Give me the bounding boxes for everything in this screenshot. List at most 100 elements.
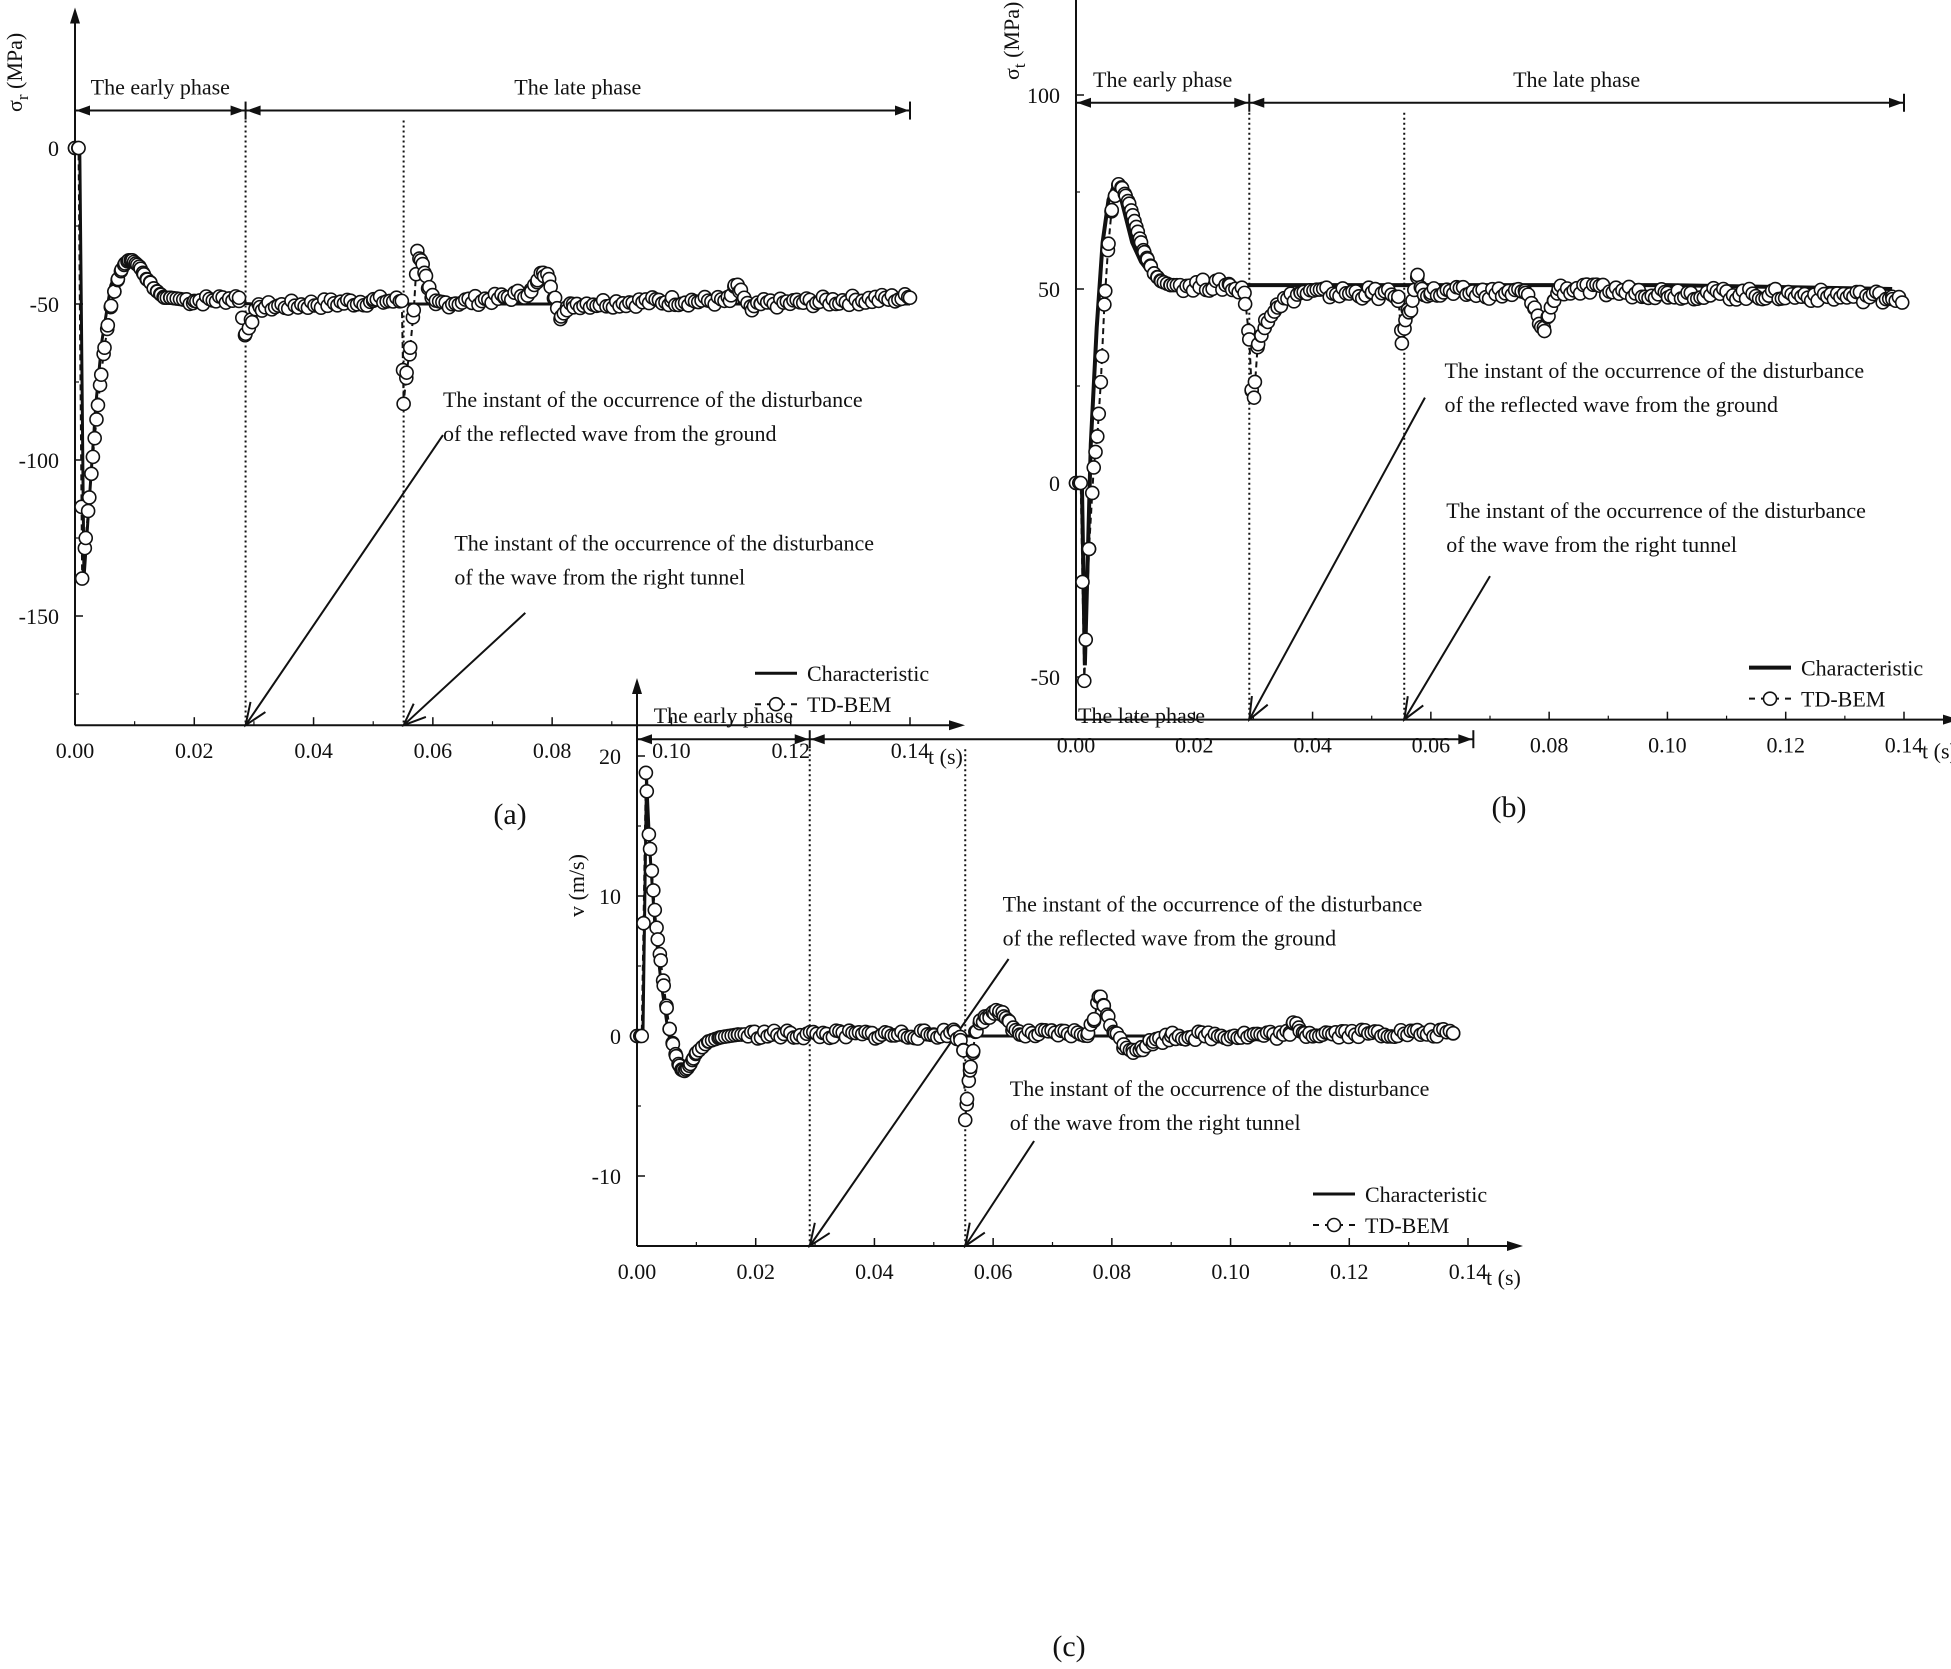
- annotation-arrow-line: [808, 958, 1010, 1247]
- tdbem-point: [74, 571, 90, 586]
- x-tick-label: 0.14: [1449, 1259, 1488, 1284]
- early-phase-right-arrowhead: [1234, 97, 1249, 108]
- y-tick-label: -50: [1031, 665, 1060, 690]
- y-tick-label: 50: [1038, 277, 1060, 302]
- panel-a-marks: 0.00 0.02 0.04 0.06 0.08 0.10 0.12 0.14 0 -50 -100…: [2, 7, 965, 769]
- tdbem-point: [902, 290, 918, 306]
- y-axis-label: σt (MPa): [999, 2, 1029, 80]
- legend-tdbem-marker: [1326, 1217, 1342, 1233]
- tdbem-point: [642, 841, 658, 857]
- panel-b-marks: 0.00 0.02 0.04 0.06 0.08 0.10 0.12 0.14 100 50 0 -5…: [999, 0, 1951, 764]
- tdbem-point: [93, 367, 109, 383]
- tdbem-point: [78, 530, 94, 546]
- tdbem-point: [656, 978, 672, 993]
- panel-c: 0.00 0.02 0.04 0.06 0.08 0.10 0.12 0.14 20 10 0 -10…: [564, 678, 1523, 1663]
- annotation-text: of the wave from the right tunnel: [454, 564, 745, 589]
- early-phase-left-arrowhead: [1077, 97, 1091, 108]
- tdbem-point: [1093, 374, 1109, 390]
- x-tick-label: 0.12: [1766, 733, 1805, 758]
- x-tick-label: 0.12: [771, 738, 810, 763]
- panel-c-marks: 0.00 0.02 0.04 0.06 0.08 0.10 0.12 0.14 20 10 0 -10…: [564, 678, 1523, 1290]
- tdbem-point: [1537, 323, 1552, 339]
- y-axis-label: σr (MPa): [2, 33, 32, 112]
- x-tick-label: 0.12: [1330, 1259, 1369, 1284]
- x-axis-arrowhead: [1507, 1241, 1523, 1251]
- late-phase-right-arrowhead: [895, 105, 909, 116]
- tdbem-point: [396, 396, 411, 412]
- legend-tdbem-label: TD-BEM: [1801, 687, 1885, 712]
- panel-b: 0.00 0.02 0.04 0.06 0.08 0.10 0.12 0.14 100 50 0 -5…: [999, 0, 1951, 824]
- annotation-text: The instant of the occurrence of the dis…: [1444, 358, 1864, 383]
- tdbem-point: [1081, 541, 1097, 557]
- x-tick-label: 0.10: [1211, 1259, 1250, 1284]
- legend-characteristic-label: Characteristic: [1365, 1182, 1487, 1207]
- legend-tdbem-marker: [1762, 691, 1778, 706]
- tdbem-point: [1394, 336, 1410, 351]
- tdbem-point: [89, 412, 104, 427]
- tdbem-point: [100, 318, 116, 333]
- y-tick-label: 0: [1049, 471, 1060, 496]
- tdbem-point: [965, 1043, 981, 1059]
- y-tick-label: 0: [610, 1024, 621, 1049]
- early-phase-label: The early phase: [654, 703, 793, 728]
- x-tick-label: 0.08: [533, 738, 572, 763]
- x-tick-label: 0.00: [56, 738, 95, 763]
- panel-a-label: (a): [493, 798, 526, 831]
- x-axis-label: t (s): [1486, 1265, 1521, 1290]
- tdbem-point: [1101, 236, 1116, 252]
- late-phase-left-arrowhead: [810, 734, 825, 745]
- annotation-arrowhead: [963, 1222, 986, 1249]
- tdbem-point: [1410, 267, 1425, 283]
- tdbem-point: [653, 953, 669, 968]
- tdbem-point: [1075, 574, 1090, 590]
- y-axis-arrowhead: [632, 678, 642, 694]
- tdbem-point: [959, 1091, 975, 1107]
- annotation-arrow-line: [1403, 575, 1491, 721]
- series-tdbem-line: [75, 147, 911, 579]
- late-phase-right-arrowhead: [1458, 734, 1473, 745]
- tdbem-point: [1104, 202, 1120, 218]
- x-tick-label: 0.00: [1057, 733, 1096, 758]
- annotation-arrow-line: [964, 1140, 1035, 1247]
- tdbem-point: [90, 397, 106, 413]
- tdbem-point: [97, 340, 112, 355]
- annotation-arrowhead: [1402, 696, 1424, 722]
- legend-tdbem-label: TD-BEM: [1365, 1213, 1449, 1238]
- x-tick-label: 0.14: [1885, 733, 1924, 758]
- annotation-text: The instant of the occurrence of the dis…: [443, 387, 863, 412]
- annotation-text: of the reflected wave from the ground: [1003, 925, 1337, 950]
- x-tick-label: 0.02: [175, 738, 214, 763]
- tdbem-point: [639, 783, 655, 799]
- tdbem-point: [641, 827, 657, 842]
- tdbem-point: [231, 290, 247, 306]
- annotation-text: The instant of the occurrence of the dis…: [454, 530, 874, 555]
- panel-a: 0.00 0.02 0.04 0.06 0.08 0.10 0.12 0.14 0 -50 -100…: [2, 7, 965, 831]
- x-axis-label: t (s): [928, 744, 963, 769]
- y-axis-subscript: r: [13, 94, 32, 100]
- tdbem-point: [1084, 485, 1100, 501]
- early-phase-left-arrowhead: [638, 734, 652, 745]
- x-tick-label: 0.00: [618, 1259, 657, 1284]
- tdbem-point: [1097, 283, 1113, 299]
- annotation-text: of the wave from the right tunnel: [1446, 532, 1737, 557]
- x-tick-label: 0.06: [414, 738, 453, 763]
- y-tick-label: -50: [30, 292, 59, 317]
- early-phase-label: The early phase: [1093, 67, 1232, 92]
- x-tick-label: 0.06: [974, 1259, 1013, 1284]
- early-phase-left-arrowhead: [76, 105, 90, 116]
- y-axis-label-text: v (m/s): [564, 854, 589, 917]
- tdbem-point: [1073, 475, 1089, 491]
- late-phase-right-arrowhead: [1889, 97, 1903, 108]
- series-characteristic-line: [1076, 179, 1893, 666]
- tdbem-point: [1078, 632, 1094, 647]
- panel-c-label: (c): [1052, 1630, 1085, 1663]
- tdbem-point: [1097, 297, 1112, 312]
- tdbem-point: [244, 314, 260, 330]
- y-axis-symbol: σ: [999, 68, 1024, 80]
- x-tick-label: 0.04: [1293, 733, 1332, 758]
- y-tick-label: 10: [599, 884, 621, 909]
- tdbem-point: [406, 302, 422, 318]
- annotation-arrowhead: [1248, 695, 1269, 722]
- y-tick-label: -150: [19, 604, 59, 629]
